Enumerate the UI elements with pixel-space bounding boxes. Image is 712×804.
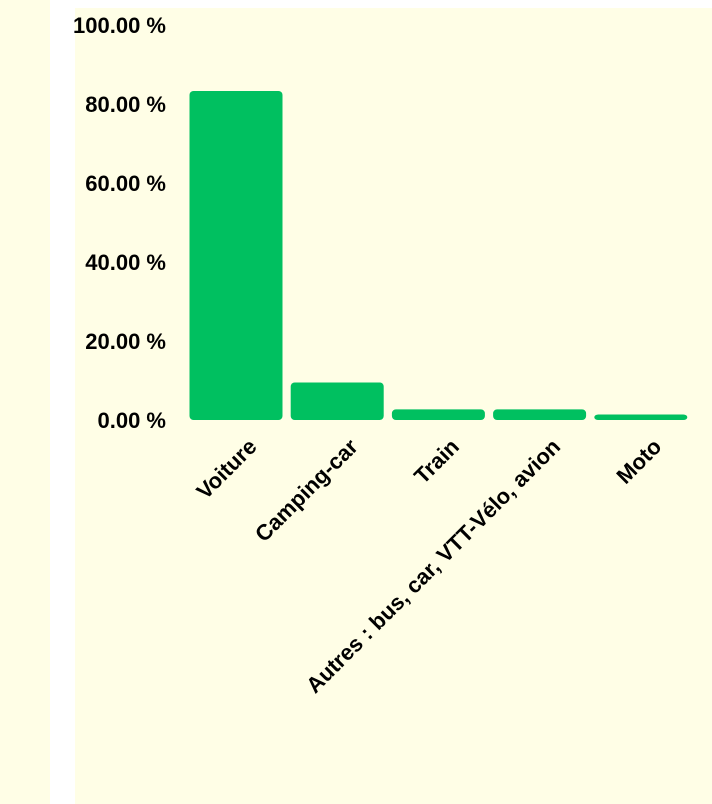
bar: [290, 382, 384, 420]
y-axis-ticks: 0.00 % 20.00 % 40.00 % 60.00 % 80.00 % 100.00…: [73, 13, 166, 433]
x-category-label: Train: [409, 434, 464, 489]
y-tick-label: 20.00 %: [85, 329, 166, 354]
plot-area-background: [75, 8, 712, 804]
y-tick-label: 80.00 %: [85, 92, 166, 117]
y-tick-label: 0.00 %: [98, 408, 167, 433]
chart-background-left: [0, 0, 50, 804]
x-category-label: Camping-car: [250, 434, 363, 547]
y-tick-label: 60.00 %: [85, 171, 166, 196]
bar: [594, 414, 688, 420]
x-category-label: Voiture: [191, 434, 261, 504]
x-category-label: Moto: [612, 434, 667, 489]
bar: [189, 90, 283, 420]
y-tick-label: 40.00 %: [85, 250, 166, 275]
bar: [391, 409, 485, 420]
bars: [189, 90, 688, 420]
chart-background-gap: [50, 0, 75, 804]
bar: [493, 409, 587, 420]
y-tick-label: 100.00 %: [73, 13, 166, 38]
